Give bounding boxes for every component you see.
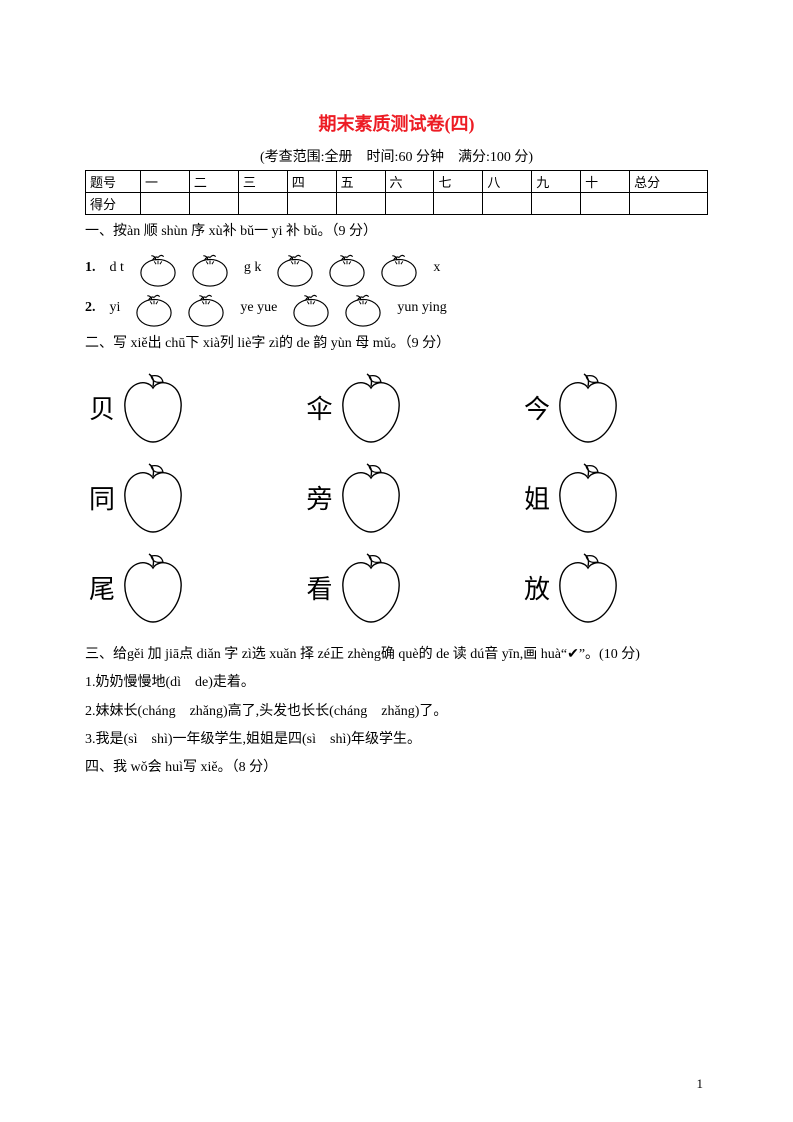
char: 贝	[89, 389, 115, 426]
page-title: 期末素质测试卷(四)	[85, 110, 708, 136]
q1-row1: 1. d t g k x	[85, 249, 708, 287]
cell[interactable]	[385, 193, 434, 215]
apple-icon	[335, 370, 407, 446]
cell: 九	[532, 171, 581, 193]
tomato-icon	[325, 249, 369, 287]
apple-icon	[117, 370, 189, 446]
q1-row2: 2. yi ye yue yun ying	[85, 289, 708, 327]
q-text: yun ying	[397, 300, 446, 316]
tomato-icon	[273, 249, 317, 287]
cell[interactable]	[141, 193, 190, 215]
apple-icon	[117, 550, 189, 626]
q-text: g k	[244, 260, 262, 276]
cell[interactable]	[189, 193, 238, 215]
cell: 一	[141, 171, 190, 193]
cell: 十	[581, 171, 630, 193]
cell[interactable]	[483, 193, 532, 215]
char: 同	[89, 479, 115, 516]
q2-item: 同	[89, 460, 269, 536]
cell[interactable]	[336, 193, 385, 215]
q2-item: 放	[524, 550, 704, 626]
tomato-icon	[132, 289, 176, 327]
q2-row: 贝 伞 今	[85, 370, 708, 446]
q-text: ye yue	[240, 300, 277, 316]
cell: 七	[434, 171, 483, 193]
q2-row: 同 旁 姐	[85, 460, 708, 536]
cell: 五	[336, 171, 385, 193]
cell: 总分	[630, 171, 708, 193]
tomato-icon	[188, 249, 232, 287]
page: 期末素质测试卷(四) (考查范围:全册 时间:60 分钟 满分:100 分) 题…	[0, 0, 793, 1122]
q2-item: 今	[524, 370, 704, 446]
apple-icon	[117, 460, 189, 536]
q2-item: 贝	[89, 370, 269, 446]
char: 伞	[307, 389, 333, 426]
q3-line: 3.我是(sì shì)一年级学生,姐姐是四(sì shì)年级学生。	[85, 729, 708, 751]
apple-icon	[552, 550, 624, 626]
cell[interactable]	[238, 193, 287, 215]
q-text: x	[433, 260, 440, 276]
section3-heading: 三、给gěi 加 jiā点 diǎn 字 zì选 xuǎn 择 zé正 zhèn…	[85, 644, 708, 666]
q3-line: 1.奶奶慢慢地(dì de)走着。	[85, 672, 708, 694]
tomato-icon	[377, 249, 421, 287]
apple-icon	[335, 460, 407, 536]
cell: 题号	[86, 171, 141, 193]
char: 放	[524, 569, 550, 606]
char: 旁	[307, 479, 333, 516]
section1-heading: 一、按àn 顺 shùn 序 xù补 bǔ一 yi 补 bǔ。（9 分）	[85, 221, 708, 243]
page-number: 1	[697, 1076, 704, 1092]
tomato-icon	[136, 249, 180, 287]
tomato-icon	[289, 289, 333, 327]
cell[interactable]	[630, 193, 708, 215]
cell[interactable]	[287, 193, 336, 215]
table-row: 得分	[86, 193, 708, 215]
apple-icon	[552, 370, 624, 446]
section2-grid: 贝 伞 今 同 旁 姐	[85, 370, 708, 626]
q2-item: 姐	[524, 460, 704, 536]
page-subtitle: (考查范围:全册 时间:60 分钟 满分:100 分)	[85, 146, 708, 166]
cell[interactable]	[434, 193, 483, 215]
char: 看	[307, 569, 333, 606]
tomato-icon	[341, 289, 385, 327]
q-num: 1.	[85, 260, 96, 276]
q2-item: 尾	[89, 550, 269, 626]
cell[interactable]	[581, 193, 630, 215]
cell: 八	[483, 171, 532, 193]
q-num: 2.	[85, 300, 96, 316]
q-text: d t	[110, 260, 124, 276]
score-table: 题号 一 二 三 四 五 六 七 八 九 十 总分 得分	[85, 170, 708, 215]
apple-icon	[552, 460, 624, 536]
q2-item: 伞	[307, 370, 487, 446]
cell: 六	[385, 171, 434, 193]
cell[interactable]	[532, 193, 581, 215]
table-row: 题号 一 二 三 四 五 六 七 八 九 十 总分	[86, 171, 708, 193]
cell: 二	[189, 171, 238, 193]
char: 今	[524, 389, 550, 426]
char: 尾	[89, 569, 115, 606]
cell: 三	[238, 171, 287, 193]
q2-row: 尾 看 放	[85, 550, 708, 626]
cell: 四	[287, 171, 336, 193]
q3-line: 2.妹妹长(cháng zhǎng)高了,头发也长长(cháng zhǎng)了…	[85, 701, 708, 723]
char: 姐	[524, 479, 550, 516]
apple-icon	[335, 550, 407, 626]
section2-heading: 二、写 xiě出 chū下 xià列 liè字 zì的 de 韵 yùn 母 m…	[85, 333, 708, 355]
q2-item: 旁	[307, 460, 487, 536]
cell: 得分	[86, 193, 141, 215]
section4-heading: 四、我 wǒ会 huì写 xiě。（8 分）	[85, 757, 708, 779]
q2-item: 看	[307, 550, 487, 626]
tomato-icon	[184, 289, 228, 327]
q-text: yi	[110, 300, 121, 316]
